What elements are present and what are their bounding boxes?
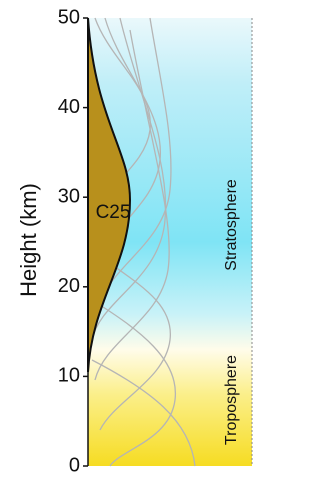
troposphere-label: Troposphere [223, 355, 240, 445]
y-tick-label: 20 [58, 275, 80, 297]
page: Height (km) C25 Stratosphere Troposphere… [0, 0, 320, 479]
y-axis-label: Height (km) [16, 183, 41, 297]
y-tick-label: 40 [58, 96, 80, 118]
c25-label: C25 [96, 202, 131, 223]
chart: Height (km) C25 Stratosphere Troposphere… [0, 0, 256, 479]
stratosphere-label: Stratosphere [223, 179, 240, 271]
y-tick-label: 0 [69, 454, 80, 476]
y-tick-label: 10 [58, 365, 80, 387]
y-tick-label: 50 [58, 6, 80, 28]
y-tick-label: 30 [58, 185, 80, 207]
